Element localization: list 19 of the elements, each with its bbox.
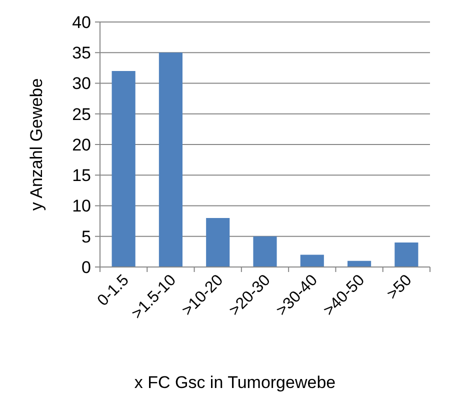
y-axis-title: y Anzahl Gewebe bbox=[27, 78, 46, 211]
bar bbox=[158, 52, 182, 267]
y-tick-label: 20 bbox=[72, 135, 91, 154]
y-tick-label: 30 bbox=[72, 74, 91, 94]
bar bbox=[206, 218, 230, 267]
bar bbox=[253, 236, 277, 267]
y-tick-label: 25 bbox=[72, 104, 91, 124]
y-tick-label: 40 bbox=[72, 12, 91, 32]
bar bbox=[112, 71, 136, 267]
y-tick-label: 15 bbox=[72, 166, 91, 186]
y-tick-label: 10 bbox=[72, 196, 91, 216]
y-tick-label: 35 bbox=[72, 44, 91, 63]
y-tick-label: 0 bbox=[82, 258, 91, 277]
bar bbox=[300, 254, 324, 267]
x-axis-title: x FC Gsc in Tumorgewebe bbox=[134, 373, 336, 392]
y-tick-label: 5 bbox=[82, 227, 91, 246]
bar bbox=[348, 260, 372, 267]
bar bbox=[394, 242, 418, 267]
x-tick-label: >50 bbox=[384, 272, 416, 304]
